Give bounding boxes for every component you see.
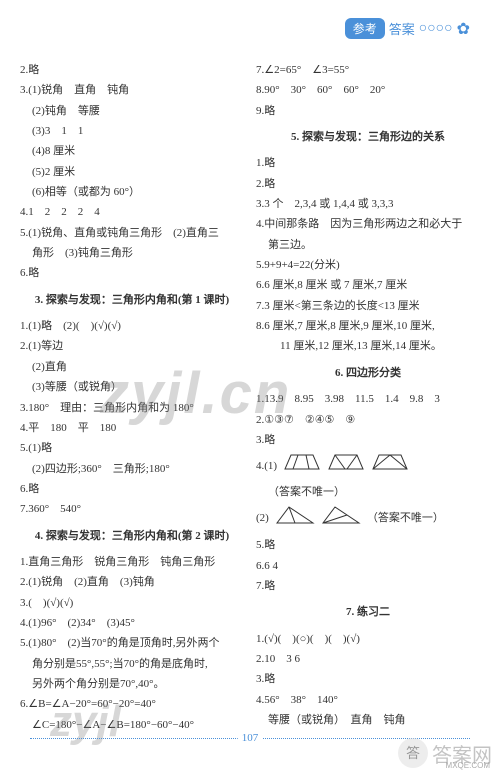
- header-text: 答案: [389, 19, 415, 38]
- text-line: 4.平 180 平 180: [20, 418, 244, 438]
- trapezoid-icon: [371, 452, 409, 479]
- text-line: 11 厘米,12 厘米,13 厘米,14 厘米。: [256, 336, 480, 356]
- text-line: 5.(1)80° (2)当70°的角是顶角时,另外两个: [20, 633, 244, 653]
- text-line: 4.(1): [256, 456, 277, 476]
- flower-icon: ✿: [457, 19, 470, 39]
- text-line: 8.6 厘米,7 厘米,8 厘米,9 厘米,10 厘米,: [256, 316, 480, 336]
- header: 参考 答案 ○○○○ ✿: [345, 18, 470, 39]
- text-line: 2.①③⑦ ②④⑤ ⑨: [256, 410, 480, 430]
- section-title: 3. 探索与发现：三角形内角和(第 1 课时): [20, 290, 244, 310]
- triangle-icon: [275, 504, 315, 533]
- text-line: 4.56° 38° 140°: [256, 690, 480, 710]
- text-line: 6.略: [20, 479, 244, 499]
- text-line: 1.略: [256, 153, 480, 173]
- header-deco: ○○○○: [419, 21, 453, 37]
- text-line: 3.180° 理由：三角形内角和为 180°: [20, 398, 244, 418]
- text-line: 7.∠2=65° ∠3=55°: [256, 60, 480, 80]
- text-line: （答案不唯一）: [367, 508, 444, 528]
- text-line: 3.略: [256, 669, 480, 689]
- section-title: 7. 练习二: [256, 602, 480, 622]
- text-line: 角分别是55°,55°;当70°的角是底角时,: [20, 654, 244, 674]
- text-line: 2.10 3 6: [256, 649, 480, 669]
- text-line: ∠C=180°−∠A−∠B=180°−60°−40°: [20, 715, 244, 735]
- mxqe-label: MXQE.COM: [446, 761, 490, 770]
- header-badge: 参考: [345, 18, 385, 39]
- trapezoid-icon: [327, 452, 365, 479]
- text-line: 7.3 厘米<第三条边的长度<13 厘米: [256, 296, 480, 316]
- text-line: 5.(1)锐角、直角或钝角三角形 (2)直角三: [20, 223, 244, 243]
- text-line: (2)钝角 等腰: [20, 101, 244, 121]
- text-line: 5.(1)略: [20, 438, 244, 458]
- text-line: 2.(1)等边: [20, 336, 244, 356]
- text-line: 1.(1)略 (2)( )(√)(√): [20, 316, 244, 336]
- text-line: 3.略: [256, 430, 480, 450]
- text-line: (3)3 1 1: [20, 121, 244, 141]
- text-line: 3.(1)锐角 直角 钝角: [20, 80, 244, 100]
- text-line: 1.直角三角形 锐角三角形 钝角三角形: [20, 552, 244, 572]
- text-line: 等腰（或锐角） 直角 钝角: [256, 710, 480, 730]
- text-line: 5.略: [256, 535, 480, 555]
- text-line: (4)8 厘米: [20, 141, 244, 161]
- text-line: 1.(√)( )(○)( )( )(√): [256, 629, 480, 649]
- text-line: 1.13.9 8.95 3.98 11.5 1.4 9.8 3: [256, 389, 480, 409]
- content-columns: 2.略 3.(1)锐角 直角 钝角 (2)钝角 等腰 (3)3 1 1 (4)8…: [20, 60, 480, 735]
- text-line: 第三边。: [256, 235, 480, 255]
- text-line: 另外两个角分别是70°,40°。: [20, 674, 244, 694]
- text-line: 6.略: [20, 263, 244, 283]
- text-line: (2)四边形;360° 三角形;180°: [20, 459, 244, 479]
- text-line: 7.360° 540°: [20, 499, 244, 519]
- text-line: 9.略: [256, 101, 480, 121]
- text-line: (3)等腰（或锐角）: [20, 377, 244, 397]
- triangle-icon: [321, 504, 361, 533]
- text-line: 5.9+9+4=22(分米): [256, 255, 480, 275]
- text-line: 8.90° 30° 60° 60° 20°: [256, 80, 480, 100]
- text-line: 2.略: [256, 174, 480, 194]
- text-line: 2.略: [20, 60, 244, 80]
- text-line: 7.略: [256, 576, 480, 596]
- left-column: 2.略 3.(1)锐角 直角 钝角 (2)钝角 等腰 (3)3 1 1 (4)8…: [20, 60, 244, 735]
- text-line: 4.1 2 2 2 4: [20, 202, 244, 222]
- triangle-row: (2) （答案不唯一）: [256, 504, 480, 533]
- text-line: (2)直角: [20, 357, 244, 377]
- text-line: (2): [256, 508, 269, 528]
- section-title: 6. 四边形分类: [256, 363, 480, 383]
- text-line: 2.(1)锐角 (2)直角 (3)钝角: [20, 572, 244, 592]
- text-line: 3.3 个 2,3,4 或 1,4,4 或 3,3,3: [256, 194, 480, 214]
- text-line: 6.6 厘米,8 厘米 或 7 厘米,7 厘米: [256, 275, 480, 295]
- trapezoid-icon: [283, 452, 321, 479]
- text-line: 4.(1)96° (2)34° (3)45°: [20, 613, 244, 633]
- text-line: (5)2 厘米: [20, 162, 244, 182]
- section-title: 4. 探索与发现：三角形内角和(第 2 课时): [20, 526, 244, 546]
- page-number: 107: [238, 732, 263, 744]
- text-line: 6.6 4: [256, 556, 480, 576]
- text-line: （答案不唯一）: [256, 482, 480, 502]
- text-line: (6)相等（或都为 60°）: [20, 182, 244, 202]
- text-line: 4.中间那条路 因为三角形两边之和必大于: [256, 214, 480, 234]
- section-title: 5. 探索与发现：三角形边的关系: [256, 127, 480, 147]
- right-column: 7.∠2=65° ∠3=55° 8.90° 30° 60° 60° 20° 9.…: [256, 60, 480, 735]
- logo-icon: 答: [398, 738, 428, 768]
- trapezoid-row: 4.(1): [256, 452, 480, 479]
- text-line: 3.( )(√)(√): [20, 593, 244, 613]
- text-line: 角形 (3)钝角三角形: [20, 243, 244, 263]
- text-line: 6.∠B=∠A−20°=60°−20°=40°: [20, 694, 244, 714]
